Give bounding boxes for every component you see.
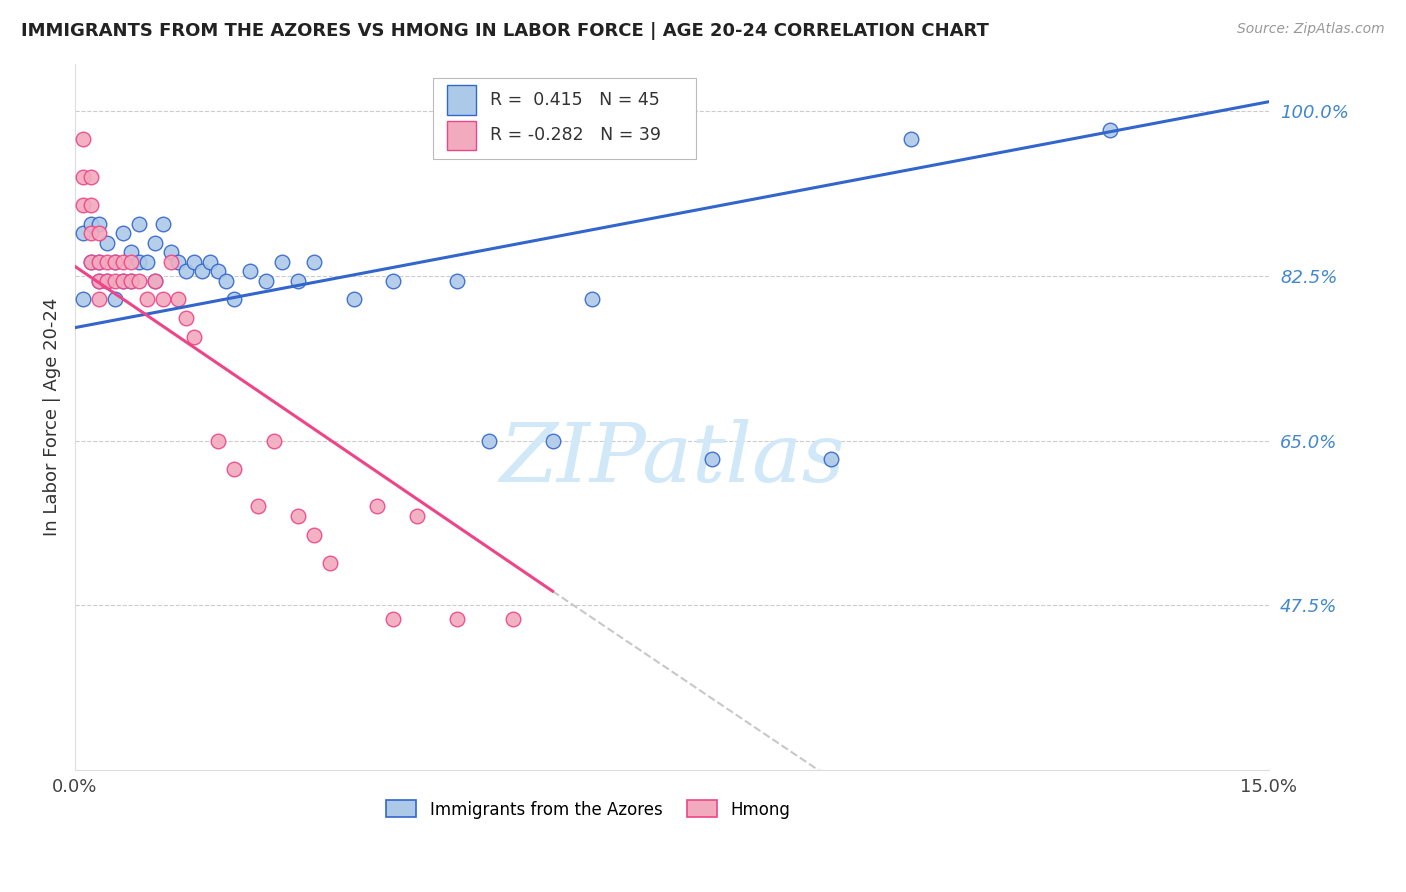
Point (120, 245, 142, 260)
Point (80, 254, 103, 268)
Point (104, 254, 127, 268)
Point (183, 330, 205, 344)
Point (207, 434, 229, 448)
Point (167, 293, 190, 307)
Point (207, 264, 229, 278)
Point (191, 264, 214, 278)
Text: IMMIGRANTS FROM THE AZORES VS HMONG IN LABOR FORCE | AGE 20-24 CORRELATION CHART: IMMIGRANTS FROM THE AZORES VS HMONG IN L… (21, 22, 988, 40)
Legend: Immigrants from the Azores, Hmong: Immigrants from the Azores, Hmong (380, 794, 797, 825)
Point (87, 274, 110, 288)
Text: R =  0.415   N = 45: R = 0.415 N = 45 (491, 91, 661, 109)
Point (87, 254, 110, 268)
Point (111, 254, 134, 268)
Bar (447, 86, 477, 115)
Point (72, 169, 94, 184)
Point (406, 508, 429, 523)
Point (1098, 123, 1121, 137)
Point (120, 274, 142, 288)
Point (96, 274, 118, 288)
Point (382, 274, 405, 288)
Point (224, 462, 246, 476)
Point (152, 293, 174, 307)
Point (80, 217, 103, 231)
Point (72, 227, 94, 241)
Point (446, 612, 468, 626)
Point (183, 254, 205, 268)
Point (302, 254, 325, 268)
Point (159, 245, 181, 260)
Point (382, 612, 405, 626)
Point (72, 198, 94, 212)
Point (239, 264, 262, 278)
Point (342, 293, 364, 307)
Point (366, 500, 388, 514)
Point (143, 235, 166, 250)
Point (302, 527, 325, 541)
Point (111, 227, 134, 241)
Point (80, 254, 103, 268)
Point (143, 274, 166, 288)
Point (135, 293, 157, 307)
Point (120, 254, 142, 268)
Point (96, 254, 118, 268)
Point (128, 217, 150, 231)
Point (143, 274, 166, 288)
Point (215, 274, 238, 288)
Point (159, 254, 181, 268)
Point (87, 274, 110, 288)
Point (80, 198, 103, 212)
Point (820, 452, 842, 467)
Point (263, 434, 285, 448)
Point (176, 264, 198, 278)
Point (96, 235, 118, 250)
Point (111, 274, 134, 288)
Point (80, 227, 103, 241)
Y-axis label: In Labor Force | Age 20-24: In Labor Force | Age 20-24 (44, 298, 60, 536)
Point (104, 274, 127, 288)
Point (128, 254, 150, 268)
Point (254, 274, 277, 288)
Text: R = -0.282   N = 39: R = -0.282 N = 39 (491, 127, 661, 145)
Point (287, 508, 309, 523)
Point (900, 132, 922, 146)
Point (224, 293, 246, 307)
Point (176, 311, 198, 326)
Point (87, 293, 110, 307)
Point (271, 254, 294, 268)
Point (318, 556, 340, 570)
Point (581, 293, 603, 307)
Point (478, 434, 501, 448)
Point (80, 169, 103, 184)
Bar (447, 120, 477, 150)
Text: ZIPatlas: ZIPatlas (499, 419, 845, 500)
Point (200, 254, 222, 268)
Point (135, 254, 157, 268)
Point (104, 254, 127, 268)
Point (120, 274, 142, 288)
Point (111, 274, 134, 288)
Point (104, 293, 127, 307)
Point (247, 500, 270, 514)
Point (87, 227, 110, 241)
Point (287, 274, 309, 288)
Point (700, 452, 723, 467)
Point (502, 612, 524, 626)
Point (446, 274, 468, 288)
Point (96, 274, 118, 288)
Point (72, 293, 94, 307)
Point (541, 434, 564, 448)
Point (72, 132, 94, 146)
Text: Source: ZipAtlas.com: Source: ZipAtlas.com (1237, 22, 1385, 37)
Point (87, 254, 110, 268)
Point (152, 217, 174, 231)
Bar (433, 78, 696, 160)
Point (87, 217, 110, 231)
Point (128, 274, 150, 288)
Point (167, 254, 190, 268)
